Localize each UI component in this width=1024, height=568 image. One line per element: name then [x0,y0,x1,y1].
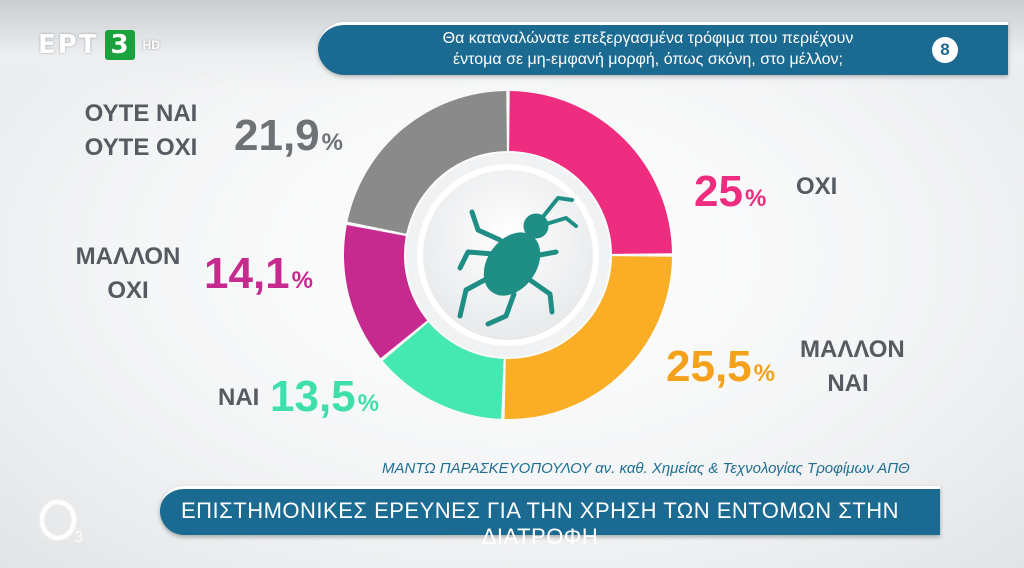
value-rather-yes-number: 25,5 [666,342,752,391]
label-no: ΟΧΙ [796,173,838,200]
value-neither: 21,9% [234,114,343,165]
donut-slice-4 [344,224,428,359]
svg-text:3: 3 [74,529,83,546]
donut-slice-2 [504,256,672,419]
channel-number: 3 [104,30,135,60]
label-neither-line-2: ΟΥΤΕ ΟΧΙ [84,134,198,161]
value-rather-no-unit: % [291,267,313,294]
value-yes-number: 13,5 [270,372,356,421]
donut-chart [344,91,672,419]
label-rather-no-line-1: ΜΑΛΛΟΝ [75,243,181,270]
label-neither-line-1: ΟΥΤΕ ΝΑΙ [84,100,198,127]
value-rather-yes-unit: % [753,360,775,387]
question-banner: Θα καταναλώνατε επεξεργασμένα τρόφιμα πο… [318,22,1008,75]
label-rather-no-line-2: ΟΧΙ [107,277,149,304]
label-neither: ΟΥΤΕ ΝΑΙ ΟΥΤΕ ΟΧΙ [66,97,216,165]
label-yes: ΝΑΙ [218,384,260,411]
value-yes: 13,5% [270,375,379,426]
donut-slice-1 [509,91,672,254]
bottom-title: ΕΠΙΣΤΗΜΟΝΙΚΕΣ ΕΡΕΥΝΕΣ ΓΙΑ ΤΗΝ ΧΡΗΣΗ ΤΩΝ … [180,498,900,549]
channel-name: ΕΡΤ [38,30,99,60]
value-rather-no-number: 14,1 [204,249,290,298]
bottom-title-banner: ΕΠΙΣΤΗΜΟΝΙΚΕΣ ΕΡΕΥΝΕΣ ΓΙΑ ΤΗΝ ΧΡΗΣΗ ΤΩΝ … [160,486,940,549]
insect-icon [457,196,578,327]
value-yes-unit: % [357,390,379,417]
value-no-number: 25 [694,167,743,216]
source-caption: ΜΑΝΤΩ ΠΑΡΑΣΚΕΥΟΠΟΥΛΟΥ αν. καθ. Χημείας &… [382,460,910,477]
value-rather-yes: 25,5% [666,345,775,396]
value-no: 25% [694,170,766,221]
value-no-unit: % [744,185,767,212]
question-line-2: έντομα σε μη-εμφανή μορφή, όπως σκόνη, σ… [453,51,843,68]
donut-slice-5 [347,91,507,234]
label-rather-yes-line-2: ΝΑΙ [827,370,869,397]
show-logo-icon: 3 [39,499,83,546]
label-rather-yes: ΜΑΛΛΟΝ ΝΑΙ [800,333,905,401]
channel-logo: ΕΡΤ 3 HD [38,30,160,60]
value-neither-number: 21,9 [234,111,320,160]
question-line-1: Θα καταναλώνατε επεξεργασμένα τρόφιμα πο… [442,30,854,47]
question-number-badge: 8 [932,37,958,63]
question-text: Θα καταναλώνατε επεξεργασμένα τρόφιμα πο… [348,28,948,70]
label-rather-yes-line-1: ΜΑΛΛΟΝ [800,336,905,363]
label-rather-no: ΜΑΛΛΟΝ ΟΧΙ [66,240,190,308]
value-neither-unit: % [321,129,343,156]
value-rather-no: 14,1% [204,252,313,303]
hd-badge: HD [142,38,160,52]
donut-slices [344,91,672,419]
donut-slice-3 [382,322,504,419]
